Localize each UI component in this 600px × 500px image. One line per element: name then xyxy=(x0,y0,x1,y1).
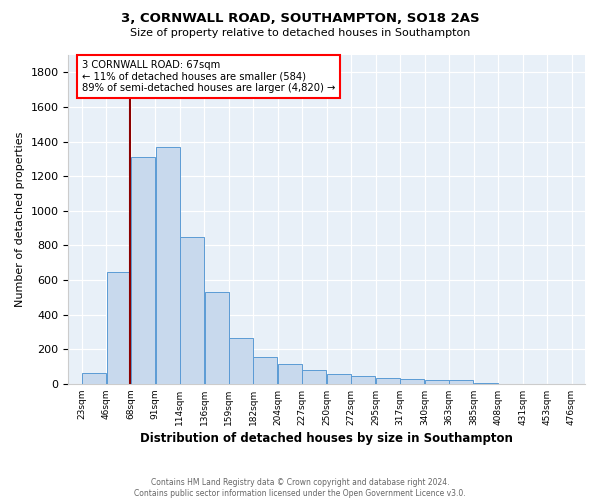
Bar xyxy=(376,378,400,384)
X-axis label: Distribution of detached houses by size in Southampton: Distribution of detached houses by size … xyxy=(140,432,513,445)
Text: Size of property relative to detached houses in Southampton: Size of property relative to detached ho… xyxy=(130,28,470,38)
Text: 3 CORNWALL ROAD: 67sqm
← 11% of detached houses are smaller (584)
89% of semi-de: 3 CORNWALL ROAD: 67sqm ← 11% of detached… xyxy=(82,60,335,94)
Bar xyxy=(352,376,376,384)
Bar xyxy=(253,357,277,384)
Bar xyxy=(107,272,131,384)
Text: 3, CORNWALL ROAD, SOUTHAMPTON, SO18 2AS: 3, CORNWALL ROAD, SOUTHAMPTON, SO18 2AS xyxy=(121,12,479,26)
Bar xyxy=(449,380,473,384)
Bar xyxy=(425,380,449,384)
Bar xyxy=(474,383,498,384)
Bar xyxy=(155,146,179,384)
Bar xyxy=(400,380,424,384)
Bar xyxy=(327,374,351,384)
Bar xyxy=(278,364,302,384)
Bar xyxy=(82,372,106,384)
Text: Contains HM Land Registry data © Crown copyright and database right 2024.
Contai: Contains HM Land Registry data © Crown c… xyxy=(134,478,466,498)
Bar xyxy=(302,370,326,384)
Bar xyxy=(205,292,229,384)
Y-axis label: Number of detached properties: Number of detached properties xyxy=(15,132,25,307)
Bar xyxy=(229,338,253,384)
Bar xyxy=(180,236,204,384)
Bar xyxy=(131,157,155,384)
